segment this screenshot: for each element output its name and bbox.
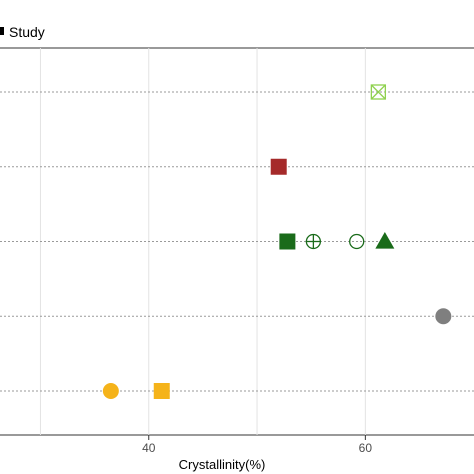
data-point-square-x xyxy=(370,84,387,100)
x-axis-ticks: 204060 xyxy=(142,435,373,455)
data-point-circle-plus xyxy=(305,233,322,250)
legend-key xyxy=(0,27,4,35)
data-points xyxy=(102,84,452,399)
x-axis-title: Crystallinity(%) xyxy=(179,457,266,472)
plot-area xyxy=(0,47,474,436)
data-point-square xyxy=(153,383,170,399)
data-point-circle xyxy=(102,383,119,399)
data-point-circle xyxy=(349,233,365,250)
legend-label: Study xyxy=(9,24,45,40)
data-point-square xyxy=(279,233,296,250)
data-point-circle xyxy=(435,308,452,325)
data-point-square xyxy=(270,158,287,175)
x-tick-label: 60 xyxy=(359,441,373,455)
x-tick-label: 40 xyxy=(142,441,156,455)
data-point-triangle xyxy=(375,232,395,249)
legend: Study xyxy=(0,24,45,40)
horizontal-gridlines xyxy=(0,91,474,392)
